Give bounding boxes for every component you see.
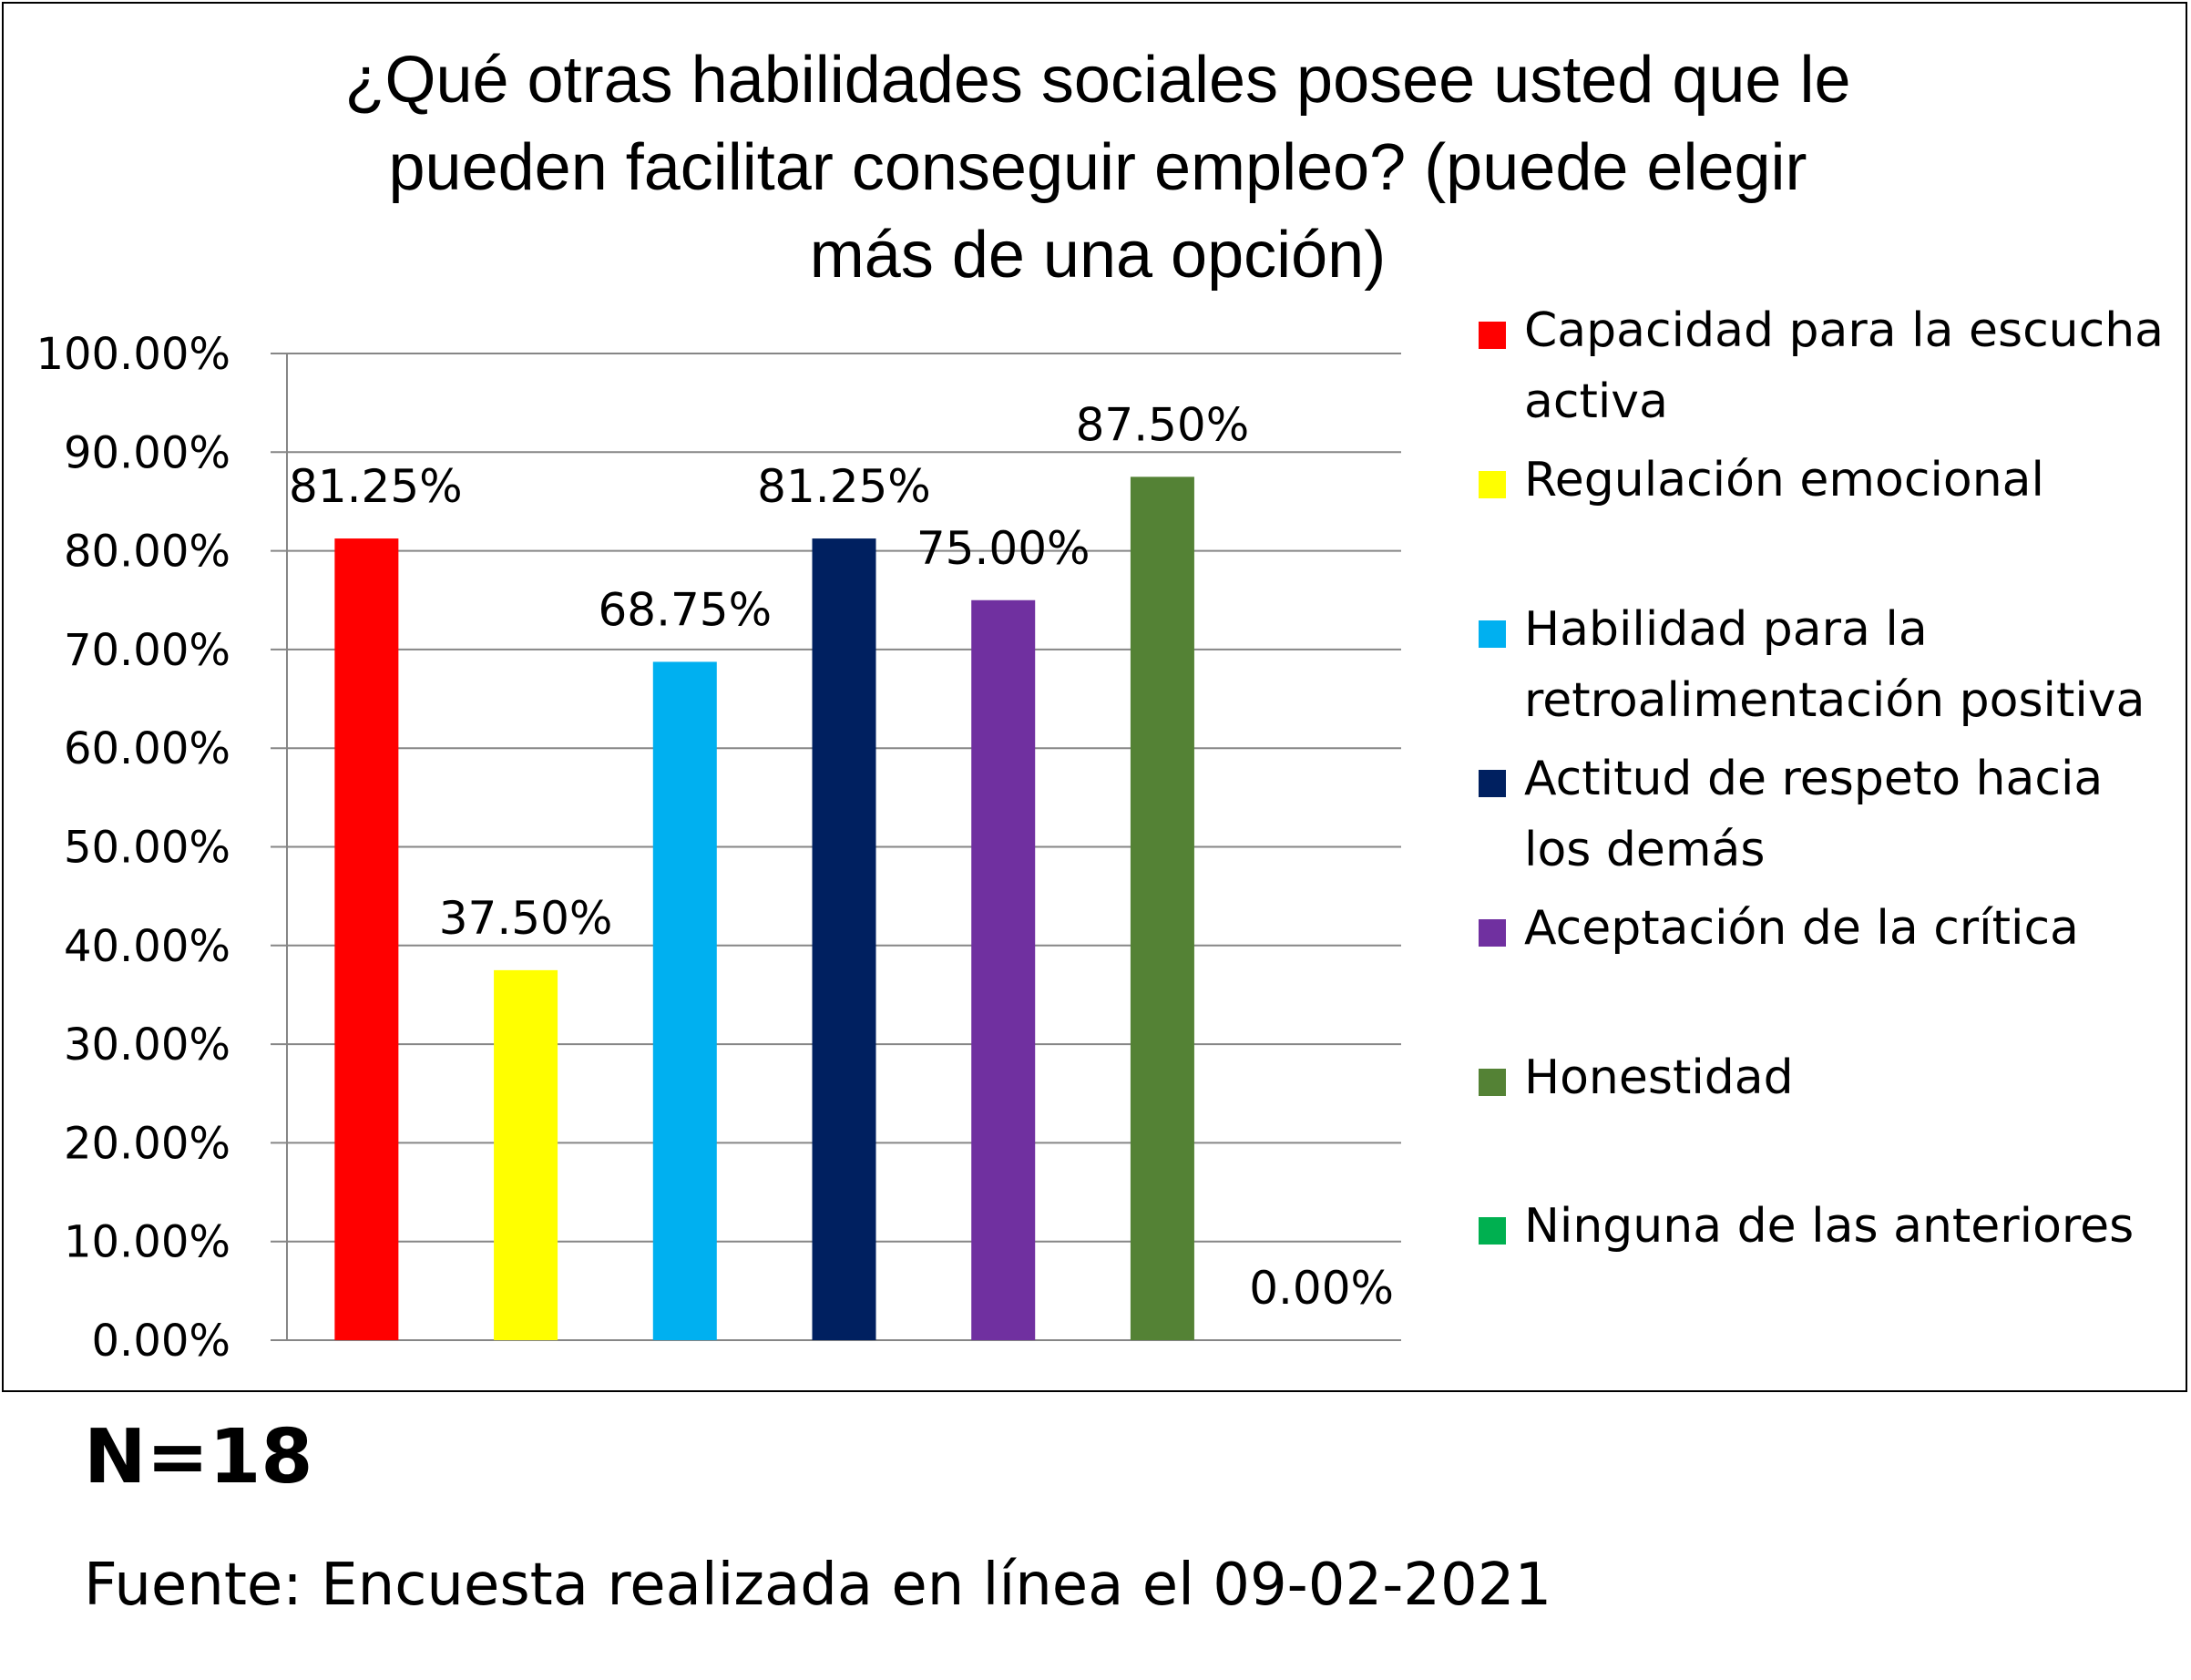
y-tick-label: 80.00% — [64, 527, 230, 578]
legend-label: los demás — [1524, 823, 1766, 877]
data-label: 75.00% — [916, 522, 1090, 575]
chart-title-line: más de una opción) — [810, 219, 1386, 292]
bars — [334, 476, 1194, 1340]
y-tick-label: 90.00% — [64, 427, 230, 478]
legend-label: Honestidad — [1524, 1050, 1794, 1105]
y-tick-label: 60.00% — [64, 723, 230, 774]
sample-size-label: N=18 — [84, 1414, 313, 1501]
data-labels: 81.25% 37.50% 68.75% 81.25% 75.00% 87.50% 0.00… — [289, 398, 1394, 1315]
chart-title-line: pueden facilitar conseguir empleo? (pued… — [389, 131, 1807, 204]
data-label: 87.50% — [1076, 398, 1250, 451]
legend: Capacidad para la escucha activa Regulació… — [1479, 303, 2164, 1254]
y-tick-label: 30.00% — [64, 1019, 230, 1070]
y-tick-label: 0.00% — [92, 1316, 230, 1367]
legend-swatch — [1479, 770, 1506, 797]
chart-title: ¿Qué otras habilidades sociales posee us… — [344, 44, 1850, 292]
data-label: 0.00% — [1249, 1262, 1394, 1315]
y-axis-tick-labels: 0.00% 10.00% 20.00% 30.00% 40.00% 50.00% 60.00… — [36, 329, 230, 1367]
bar — [1130, 476, 1194, 1340]
data-label: 68.75% — [598, 583, 772, 636]
bar — [652, 661, 717, 1340]
legend-swatch — [1479, 1217, 1506, 1245]
data-label: 37.50% — [439, 892, 613, 945]
y-tick-label: 40.00% — [64, 921, 230, 972]
bar — [334, 538, 399, 1340]
y-tick-label: 10.00% — [64, 1217, 230, 1268]
y-tick-label: 100.00% — [36, 329, 230, 380]
legend-swatch — [1479, 919, 1506, 947]
legend-label: Aceptación de la crítica — [1524, 901, 2079, 956]
bar — [812, 538, 876, 1340]
bar — [971, 599, 1036, 1340]
data-label: 81.25% — [757, 460, 931, 513]
y-tick-label: 70.00% — [64, 625, 230, 676]
y-tick-label: 50.00% — [64, 823, 230, 874]
legend-label: Actitud de respeto hacia — [1524, 752, 2103, 806]
legend-label: retroalimentación positiva — [1524, 673, 2145, 728]
legend-swatch — [1479, 620, 1506, 648]
legend-swatch — [1479, 322, 1506, 349]
bar — [494, 969, 558, 1340]
legend-label: Ninguna de las anteriores — [1524, 1199, 2134, 1254]
legend-swatch — [1479, 471, 1506, 498]
legend-label: Habilidad para la — [1524, 602, 1928, 657]
chart-title-line: ¿Qué otras habilidades sociales posee us… — [344, 44, 1850, 117]
source-label: Fuente: Encuesta realizada en línea el 0… — [84, 1552, 1552, 1619]
data-label: 81.25% — [289, 460, 463, 513]
legend-label: Regulación emocional — [1524, 453, 2044, 507]
legend-swatch — [1479, 1069, 1506, 1096]
y-tick-label: 20.00% — [64, 1118, 230, 1169]
legend-label: activa — [1524, 374, 1668, 429]
legend-label: Capacidad para la escucha — [1524, 303, 2164, 358]
